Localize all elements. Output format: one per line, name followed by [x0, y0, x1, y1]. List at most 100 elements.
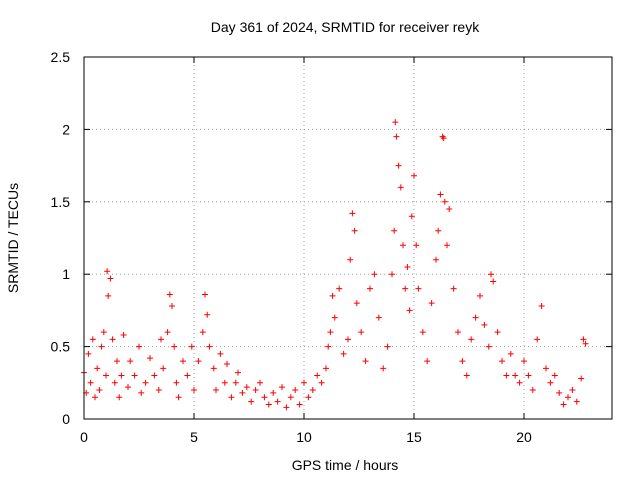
- data-point: [392, 119, 399, 126]
- data-point: [573, 398, 580, 405]
- y-tick-label: 2: [62, 121, 70, 137]
- data-point: [169, 303, 175, 310]
- data-point: [336, 285, 343, 292]
- data-point: [138, 389, 145, 396]
- data-point: [85, 350, 92, 357]
- data-point: [228, 394, 235, 401]
- data-point: [477, 292, 483, 299]
- data-point: [204, 311, 211, 318]
- data-point: [120, 332, 127, 339]
- data-point: [248, 398, 255, 405]
- data-point: [435, 227, 442, 234]
- y-tick-label: 1.5: [51, 194, 71, 210]
- data-point: [202, 291, 208, 298]
- data-point: [325, 343, 332, 350]
- data-point: [175, 394, 182, 401]
- data-point: [155, 387, 162, 394]
- data-point: [265, 401, 272, 408]
- grid: [84, 57, 612, 419]
- data-point: [92, 394, 98, 401]
- data-point: [109, 336, 116, 343]
- data-point: [98, 343, 105, 350]
- data-point: [481, 321, 488, 328]
- data-point: [512, 372, 519, 379]
- data-point: [565, 394, 571, 401]
- data-point: [191, 387, 197, 394]
- data-point: [400, 242, 406, 249]
- data-point: [516, 379, 523, 386]
- data-point: [292, 387, 299, 394]
- data-point: [439, 133, 446, 140]
- data-point: [569, 387, 576, 394]
- data-point: [158, 336, 164, 343]
- data-point: [96, 387, 103, 394]
- x-tick-label: 10: [296, 429, 312, 445]
- data-point: [446, 206, 453, 213]
- data-point: [459, 358, 466, 365]
- data-point: [274, 398, 281, 405]
- data-point: [408, 213, 415, 220]
- x-tick-label: 0: [80, 429, 88, 445]
- ticks-layer: 0 5 10 15 20 0 0.5 1 1.5 2 2.5: [51, 49, 612, 445]
- data-point: [136, 343, 142, 350]
- data-point: [151, 372, 158, 379]
- data-point: [318, 379, 325, 386]
- data-point: [199, 329, 206, 336]
- data-point: [252, 387, 259, 394]
- data-point: [195, 358, 202, 365]
- data-point: [224, 360, 230, 367]
- data-point: [349, 210, 356, 217]
- y-tick-label: 2.5: [51, 49, 71, 65]
- data-point: [415, 285, 422, 292]
- data-point: [556, 389, 563, 396]
- data-point: [171, 343, 178, 350]
- data-point: [287, 394, 294, 401]
- data-point: [419, 329, 426, 336]
- data-point: [116, 394, 123, 401]
- data-point: [580, 336, 587, 343]
- data-point: [180, 358, 186, 365]
- data-point: [331, 314, 338, 321]
- data-point: [384, 343, 391, 350]
- data-point: [184, 372, 191, 379]
- data-point: [358, 329, 365, 336]
- data-point: [411, 172, 417, 179]
- data-point: [107, 275, 114, 282]
- data-point: [283, 404, 290, 411]
- data-point: [213, 387, 219, 394]
- data-point: [424, 358, 431, 365]
- data-point: [105, 292, 112, 299]
- y-axis-label: SRMTID / TECUs: [5, 183, 21, 293]
- data-point: [402, 285, 409, 292]
- data-point: [166, 291, 173, 298]
- data-point: [353, 300, 360, 307]
- data-point: [428, 300, 435, 307]
- plot-frame: [83, 56, 613, 420]
- data-point: [125, 384, 131, 391]
- data-point: [217, 350, 224, 357]
- data-point: [499, 358, 505, 365]
- x-tick-label: 15: [406, 429, 422, 445]
- data-point: [327, 329, 334, 336]
- data-point: [362, 358, 369, 365]
- data-point: [534, 336, 541, 343]
- data-point: [468, 336, 475, 343]
- data-point: [329, 292, 336, 299]
- data-point: [243, 384, 250, 391]
- data-point: [406, 307, 413, 314]
- data-point: [347, 256, 354, 263]
- data-point: [340, 350, 347, 357]
- data-point: [413, 242, 420, 249]
- data-point: [543, 365, 549, 372]
- data-point: [232, 379, 239, 386]
- data-point: [301, 379, 307, 386]
- data-point: [450, 285, 457, 292]
- x-axis-label: GPS time / hours: [292, 457, 399, 473]
- y-tick-label: 0.5: [51, 339, 71, 355]
- data-point: [296, 401, 303, 408]
- data-point: [221, 379, 228, 386]
- data-point: [367, 285, 373, 292]
- points-layer: [81, 119, 589, 411]
- data-point: [89, 336, 96, 343]
